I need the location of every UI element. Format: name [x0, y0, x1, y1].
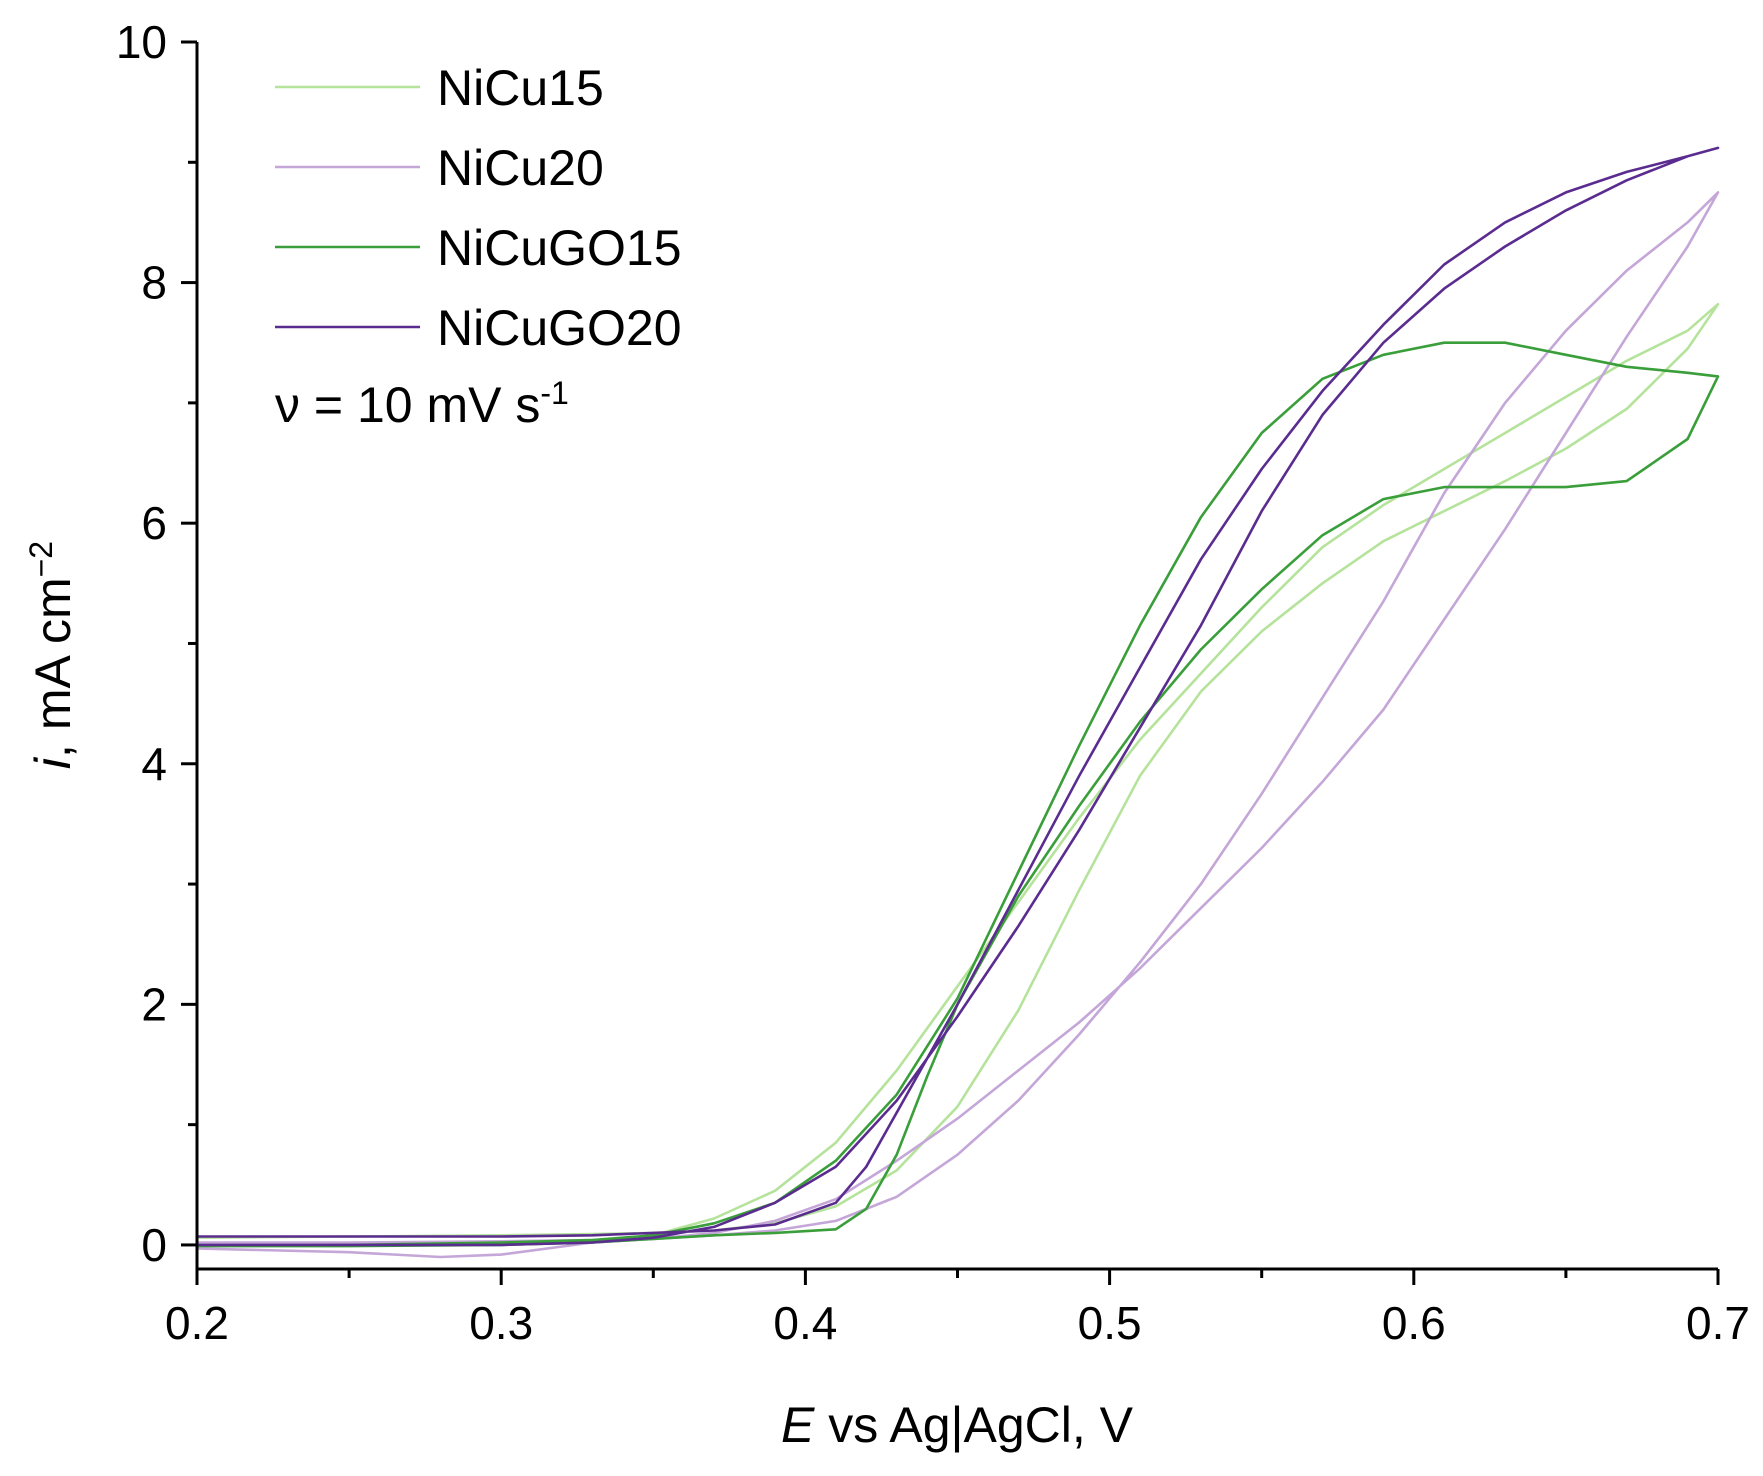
y-tick-label: 2 [141, 978, 167, 1030]
y-tick-label: 10 [116, 16, 167, 68]
legend: NiCu15 NiCu20 NiCuGO15 NiCuGO20 [275, 60, 682, 356]
curves-layer [195, 146, 1720, 1259]
series-nicugo15-curve [195, 341, 1720, 1248]
y-axis-title: i, mA cm−2 [23, 541, 81, 769]
x-tick-label: 0.2 [165, 1297, 229, 1349]
legend-label-nicu20: NiCu20 [437, 140, 604, 196]
x-tick-label: 0.6 [1382, 1297, 1446, 1349]
legend-label-nicugo20: NiCuGO20 [437, 300, 682, 356]
series-nicu15-curve [195, 302, 1720, 1247]
x-ticks: 0.2 0.3 0.4 0.5 0.6 0.7 [165, 1269, 1750, 1349]
y-tick-label: 8 [141, 257, 167, 309]
x-tick-label: 0.4 [773, 1297, 837, 1349]
y-tick-label: 0 [141, 1219, 167, 1271]
y-tick-label: 6 [141, 497, 167, 549]
scan-rate-annotation: ν = 10 mV s-1 [275, 375, 569, 433]
legend-label-nicugo15: NiCuGO15 [437, 220, 682, 276]
series-nicu20-curve [195, 191, 1720, 1259]
axes [195, 42, 1718, 1271]
legend-label-nicu15: NiCu15 [437, 60, 604, 116]
x-tick-label: 0.5 [1078, 1297, 1142, 1349]
y-ticks: 0 2 4 6 8 10 [116, 16, 197, 1271]
x-tick-label: 0.7 [1686, 1297, 1750, 1349]
y-tick-label: 4 [141, 738, 167, 790]
series-nicugo20-curve [195, 146, 1720, 1247]
x-axis-title: E vs Ag|AgCl, V [781, 1397, 1134, 1453]
x-tick-label: 0.3 [469, 1297, 533, 1349]
